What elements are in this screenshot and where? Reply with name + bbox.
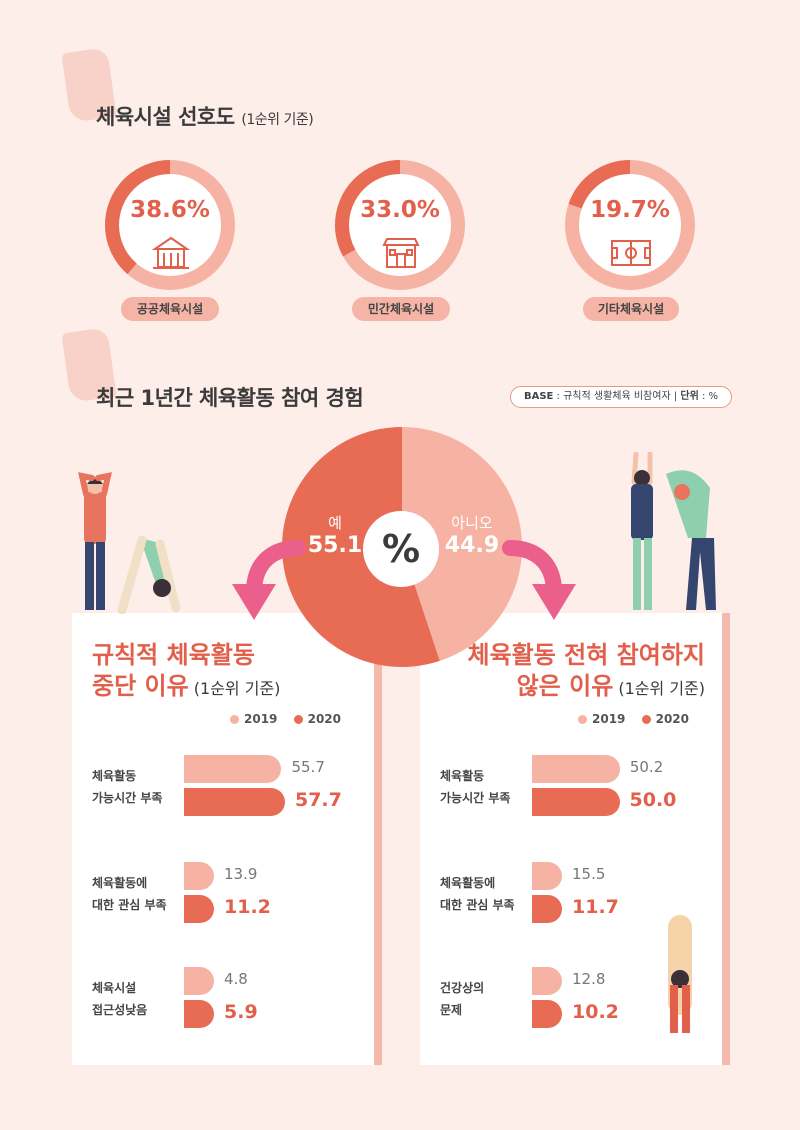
bar-value-2020: 11.7	[572, 896, 619, 918]
donut-private-chart	[335, 160, 465, 290]
bar-2020	[184, 895, 214, 923]
category-label-line: 체육활동에	[92, 876, 148, 890]
stretching-people-illustration-left	[78, 472, 181, 614]
arrow-down-right-icon	[502, 540, 576, 620]
bar-value-2020: 50.0	[629, 789, 677, 811]
pie-slice-yes	[282, 427, 440, 667]
bar-value-2020: 5.9	[224, 1001, 258, 1023]
pie-label-no: 아니오 44.9	[444, 514, 500, 558]
donut-slice-1	[335, 160, 465, 290]
category-label-line: 대한 관심 부족	[440, 898, 515, 912]
legend-dot-2020	[293, 715, 303, 724]
label-public-facility: 공공체육시설	[121, 297, 219, 321]
category-label-line: 가능시간 부족	[440, 791, 511, 805]
panel-divider-left	[374, 613, 382, 1065]
bar-value-2019: 4.8	[224, 970, 248, 988]
bar-2019	[184, 755, 282, 783]
section-title-facility-preference: 체육시설 선호도 (1순위 기준)	[96, 105, 314, 129]
sports-field-icon	[611, 240, 651, 266]
category-label-line: 접근성낮음	[92, 1003, 148, 1017]
category-label-line: 건강상의	[440, 981, 485, 995]
donut-public: 38.6%	[100, 155, 240, 295]
bar-2019	[184, 967, 214, 995]
donut-slice-0	[105, 160, 235, 290]
bar-value-2019: 12.8	[572, 970, 606, 988]
bar-2020	[532, 1000, 562, 1028]
participation-pie-chart	[282, 427, 523, 667]
section-title-participation: 최근 1년간 체육활동 참여 경험	[96, 386, 364, 410]
bar-value-2020: 11.2	[224, 896, 271, 918]
donut-public-chart	[105, 160, 235, 290]
donut-value-public: 38.6%	[130, 197, 210, 223]
category-label-line: 체육활동에	[440, 876, 496, 890]
legend-right: 2019 2020	[566, 712, 689, 726]
public-building-icon	[152, 236, 190, 269]
bar-2020	[532, 788, 620, 816]
donut-slice-2	[565, 160, 695, 290]
bar-value-2020: 57.7	[294, 789, 342, 811]
panel-title-no-participation: 체육활동 전혀 참여하지 않은 이유 (1순위 기준)	[467, 641, 705, 700]
panel-stop-reasons	[72, 613, 374, 1065]
bar-value-2019: 55.7	[291, 758, 325, 776]
label-private-facility: 민간체육시설	[352, 297, 450, 321]
legend-dot-2020	[641, 715, 651, 724]
pie-center-percent: %	[363, 511, 439, 587]
arrow-down-left-icon	[232, 540, 306, 620]
bar-value-2020: 10.2	[572, 1001, 619, 1023]
pie-slice-no	[402, 427, 523, 661]
bar-value-2019: 13.9	[224, 865, 258, 883]
donut-other-chart	[565, 160, 695, 290]
bar-2020	[184, 788, 285, 816]
legend-dot-2019	[230, 715, 239, 724]
category-label-line: 체육시설	[92, 981, 137, 995]
base-note: BASE : 규칙적 생활체육 비참여자 | 단위 : %	[510, 386, 732, 408]
private-building-icon	[382, 238, 420, 268]
bar-2019	[532, 755, 620, 783]
panel-divider-right	[722, 613, 730, 1065]
bar-value-2019: 15.5	[572, 865, 606, 883]
panel-title-stop-reasons: 규칙적 체육활동 중단 이유 (1순위 기준)	[92, 641, 281, 700]
bar-2019	[532, 967, 562, 995]
donut-value-private: 33.0%	[360, 197, 440, 223]
legend-left: 2019 2020	[218, 712, 341, 726]
bar-value-2019: 50.2	[629, 758, 664, 776]
bar-2019	[184, 862, 214, 890]
bar-2020	[532, 895, 562, 923]
donut-private: 33.0%	[330, 155, 470, 295]
category-label-line: 문제	[440, 1003, 463, 1017]
category-label-line: 체육활동	[440, 769, 485, 783]
bar-2019	[532, 862, 562, 890]
bar-2020	[184, 1000, 214, 1028]
category-label-line: 가능시간 부족	[92, 791, 163, 805]
legend-dot-2019	[578, 715, 587, 724]
bending-person-illustration	[668, 915, 692, 1033]
category-label-line: 대한 관심 부족	[92, 898, 167, 912]
pie-label-yes: 예 55.1	[307, 514, 363, 558]
stretching-people-illustration-right	[631, 452, 716, 610]
donut-other: 19.7%	[560, 155, 700, 295]
donut-value-other: 19.7%	[590, 197, 670, 223]
category-label-line: 체육활동	[92, 769, 137, 783]
label-other-facility: 기타체육시설	[583, 297, 679, 321]
